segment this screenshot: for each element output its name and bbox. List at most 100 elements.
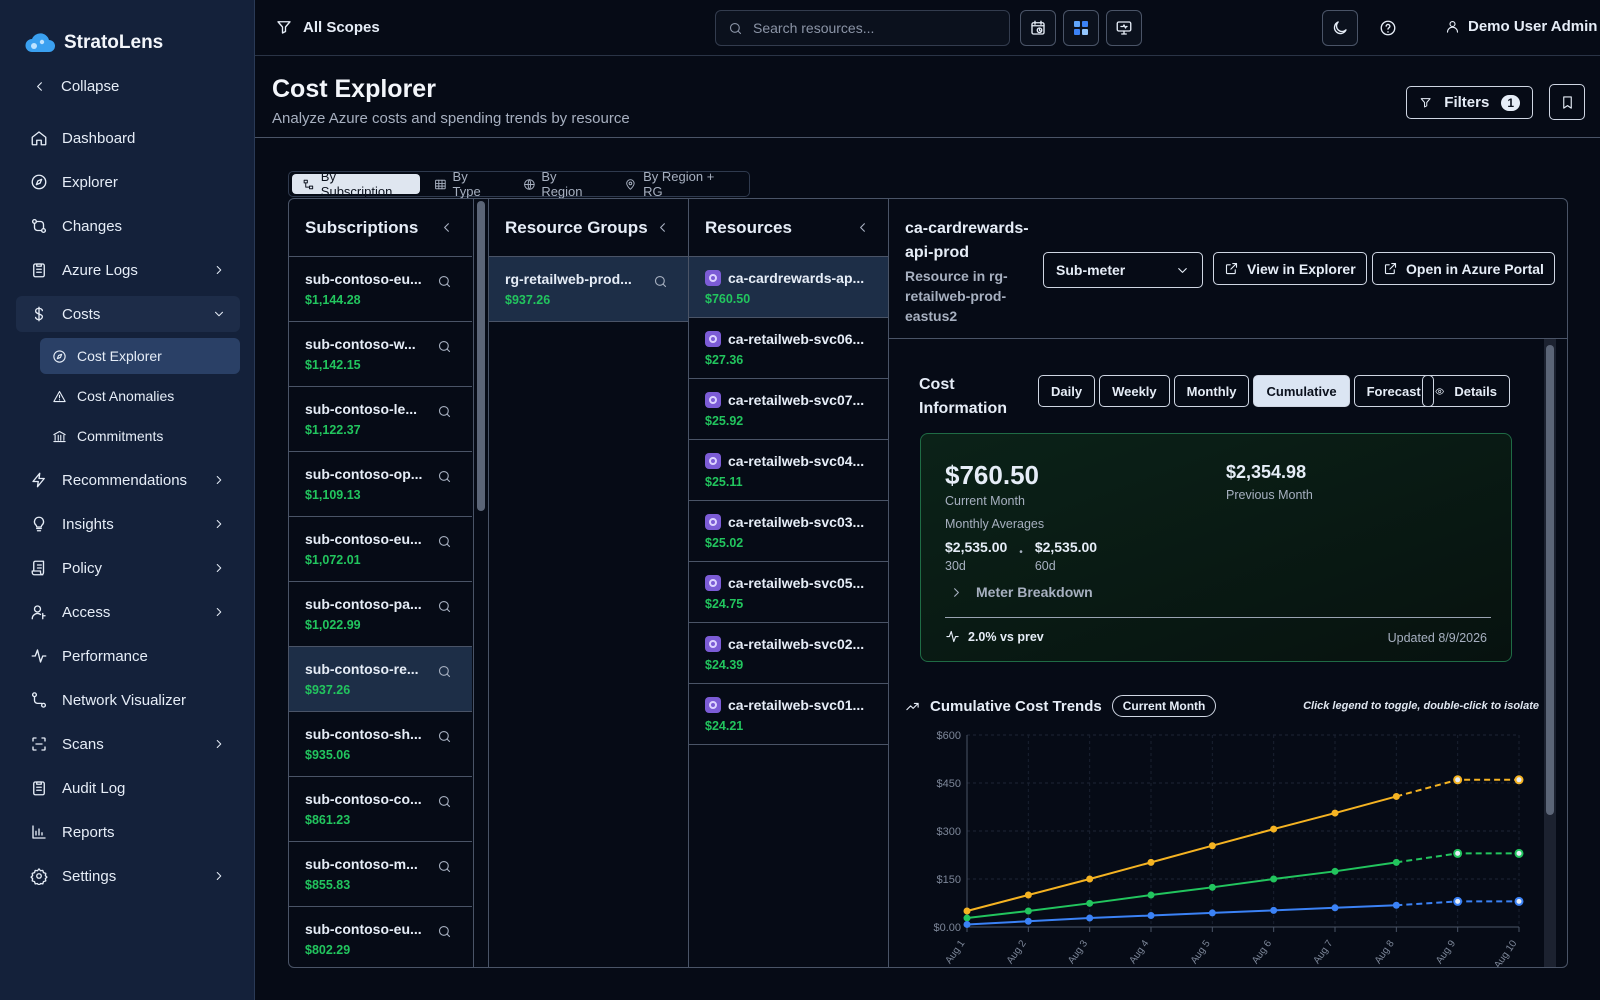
search-icon[interactable] [437, 859, 452, 874]
search-icon[interactable] [437, 534, 452, 549]
sidebar-item-reports[interactable]: Reports [16, 814, 240, 850]
bookmark-icon [1562, 95, 1572, 109]
sidebar-item-performance[interactable]: Performance [16, 638, 240, 674]
resource-group-row[interactable]: rg-retailweb-prod... $937.26 [489, 257, 688, 322]
sidebar-item-dashboard[interactable]: Dashboard [16, 120, 240, 156]
theme-toggle-button[interactable] [1322, 10, 1358, 46]
resource-row[interactable]: ca-retailweb-svc06... $27.36 [689, 318, 888, 379]
chevron-left-icon[interactable] [655, 220, 670, 235]
resource-row[interactable]: ca-cardrewards-ap... $760.50 [689, 257, 888, 318]
subscription-row[interactable]: sub-contoso-le... $1,122.37 [289, 387, 472, 452]
detail-scrollbar-thumb[interactable] [1546, 345, 1554, 815]
data-point [1086, 875, 1094, 883]
collapse-button[interactable]: Collapse [32, 78, 119, 95]
sidebar-item-explorer[interactable]: Explorer [16, 164, 240, 200]
subscription-row[interactable]: sub-contoso-m... $855.83 [289, 842, 472, 907]
updated-timestamp: Updated 8/9/2026 [1387, 631, 1487, 645]
search-icon[interactable] [437, 599, 452, 614]
details-label: Details [1454, 383, 1497, 399]
sidebar-item-label: Audit Log [62, 779, 126, 797]
tab-weekly[interactable]: Weekly [1099, 375, 1170, 407]
subscription-row[interactable]: sub-contoso-eu... $1,144.28 [289, 257, 472, 322]
resource-row[interactable]: ca-retailweb-svc05... $24.75 [689, 562, 888, 623]
search-icon[interactable] [437, 469, 452, 484]
tab-daily[interactable]: Daily [1038, 375, 1096, 407]
chevron-left-icon[interactable] [439, 220, 454, 235]
resource-name: ca-cardrewards-ap... [728, 270, 865, 286]
resource-row[interactable]: ca-retailweb-svc02... $24.39 [689, 623, 888, 684]
avg-60d-value: $2,535.00 [1034, 539, 1098, 555]
subscription-row[interactable]: sub-contoso-eu... $802.29 [289, 907, 472, 967]
scope-selector[interactable]: All Scopes [275, 18, 380, 36]
search-input[interactable] [753, 20, 983, 36]
sidebar-item-recommendations[interactable]: Recommendations [16, 462, 240, 498]
details-button[interactable]: Details [1422, 375, 1510, 407]
subscriptions-scrollbar[interactable] [477, 201, 485, 511]
user-menu[interactable]: Demo User Admin [1445, 18, 1597, 35]
sidebar-item-network-visualizer[interactable]: Network Visualizer [16, 682, 240, 718]
subscription-row[interactable]: sub-contoso-pa... $1,022.99 [289, 582, 472, 647]
current-month-pill[interactable]: Current Month [1111, 695, 1217, 717]
search-icon[interactable] [437, 924, 452, 939]
tab-forecast[interactable]: Forecast [1353, 375, 1434, 407]
search-box[interactable] [715, 10, 1010, 46]
sidebar-item-commitments[interactable]: Commitments [40, 418, 240, 454]
subscriptions-scroll-divider [473, 199, 474, 967]
tab-by-region[interactable]: By Region [513, 169, 611, 199]
dashboard-grid-button[interactable] [1063, 10, 1099, 46]
compass-icon [31, 174, 47, 190]
sidebar-item-settings[interactable]: Settings [16, 858, 240, 894]
subscription-cost: $861.23 [305, 813, 351, 827]
subscription-row[interactable]: sub-contoso-sh... $935.06 [289, 712, 472, 777]
tab-cumulative[interactable]: Cumulative [1253, 375, 1350, 407]
meter-select[interactable]: Sub-meter [1043, 252, 1203, 288]
sidebar-item-cost-explorer[interactable]: Cost Explorer [40, 338, 240, 374]
view-in-explorer-button[interactable]: View in Explorer [1213, 252, 1367, 285]
sidebar-item-cost-anomalies[interactable]: Cost Anomalies [40, 378, 240, 414]
tab-monthly[interactable]: Monthly [1173, 375, 1250, 407]
y-tick-label: $300 [937, 826, 961, 838]
tab-by-subscription[interactable]: By Subscription [292, 169, 420, 199]
resource-row[interactable]: ca-retailweb-svc07... $25.92 [689, 379, 888, 440]
resource-row[interactable]: ca-retailweb-svc01... $24.21 [689, 684, 888, 745]
sidebar-item-costs[interactable]: Costs [16, 296, 240, 332]
sidebar-item-audit-log[interactable]: Audit Log [16, 770, 240, 806]
subscription-row[interactable]: sub-contoso-eu... $1,072.01 [289, 517, 472, 582]
search-icon[interactable] [653, 274, 668, 289]
sidebar-item-azure-logs[interactable]: Azure Logs [16, 252, 240, 288]
sidebar-item-scans[interactable]: Scans [16, 726, 240, 762]
brand-name: StratoLens [64, 32, 164, 53]
container-app-icon [705, 392, 721, 408]
tab-by-type[interactable]: By Type [424, 169, 509, 199]
sidebar-item-policy[interactable]: Policy [16, 550, 240, 586]
subscription-row[interactable]: sub-contoso-w... $1,142.15 [289, 322, 472, 387]
search-icon[interactable] [437, 729, 452, 744]
bookmark-button[interactable] [1549, 84, 1585, 120]
search-icon[interactable] [437, 404, 452, 419]
subscription-row[interactable]: sub-contoso-re... $937.26 [289, 647, 472, 712]
sidebar-item-changes[interactable]: Changes [16, 208, 240, 244]
card-divider [945, 617, 1491, 618]
resource-row[interactable]: ca-retailweb-svc04... $25.11 [689, 440, 888, 501]
schedule-button[interactable] [1020, 10, 1056, 46]
resource-name-wrap: ca-retailweb-svc07... [705, 392, 872, 408]
monitor-button[interactable] [1106, 10, 1142, 46]
search-icon[interactable] [437, 274, 452, 289]
subscription-row[interactable]: sub-contoso-co... $861.23 [289, 777, 472, 842]
search-icon[interactable] [437, 794, 452, 809]
search-icon[interactable] [437, 664, 452, 679]
sidebar-item-access[interactable]: Access [16, 594, 240, 630]
filter-icon [277, 21, 291, 34]
filters-button[interactable]: Filters 1 [1406, 86, 1533, 119]
brand[interactable]: StratoLens [24, 30, 163, 56]
search-icon[interactable] [437, 339, 452, 354]
open-azure-portal-button[interactable]: Open in Azure Portal [1372, 252, 1555, 285]
meter-breakdown-toggle[interactable]: Meter Breakdown [949, 584, 1093, 600]
tab-label: By Type [452, 169, 481, 199]
resource-row[interactable]: ca-retailweb-svc03... $25.02 [689, 501, 888, 562]
help-button[interactable] [1379, 19, 1397, 37]
chevron-left-icon[interactable] [855, 220, 870, 235]
subscription-row[interactable]: sub-contoso-op... $1,109.13 [289, 452, 472, 517]
sidebar-item-insights[interactable]: Insights [16, 506, 240, 542]
tab-by-region-rg[interactable]: By Region + RG [614, 169, 746, 199]
